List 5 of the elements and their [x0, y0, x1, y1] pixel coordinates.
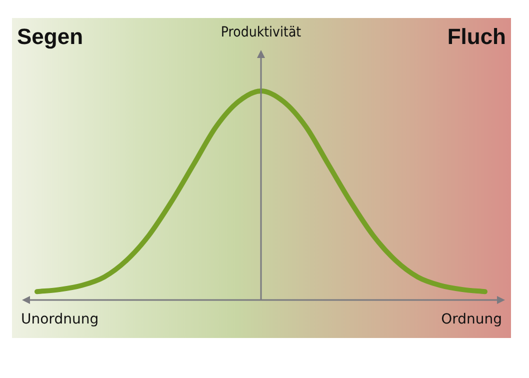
- text: Fluch: [447, 24, 506, 50]
- y-axis-title: Produktivität: [220, 24, 302, 41]
- text: Segen: [17, 24, 84, 50]
- text: Ordnung: [441, 312, 502, 328]
- text: Unordnung: [21, 312, 99, 328]
